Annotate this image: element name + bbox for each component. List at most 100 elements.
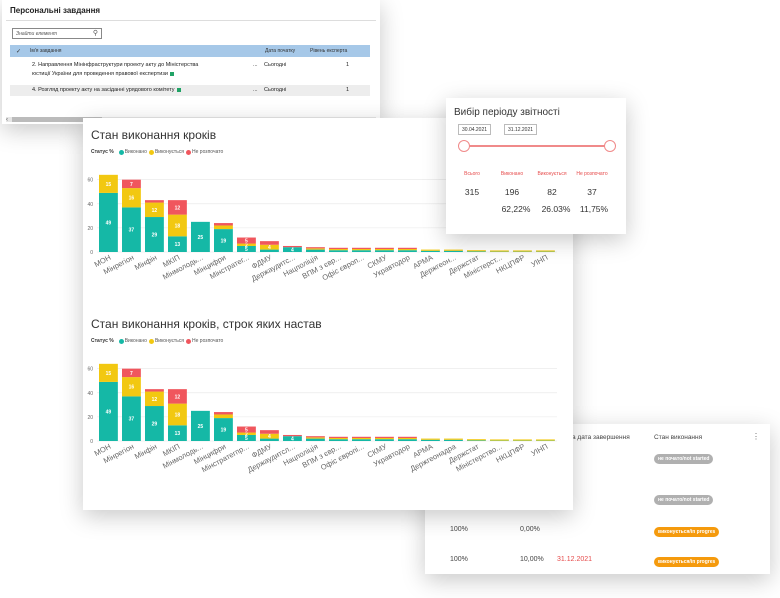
data-label: 5 <box>245 428 248 434</box>
scroll-left-icon[interactable]: ‹ <box>6 117 8 123</box>
bar-segment <box>306 438 325 441</box>
data-label: 2 <box>245 432 248 438</box>
bar-segment <box>122 396 141 441</box>
legend-label: Статус % <box>91 338 114 345</box>
date-from-input[interactable]: 30.04.2021 <box>458 124 492 135</box>
legend-done[interactable]: Виконано <box>124 338 147 344</box>
table-row[interactable]: 2. Направлення Мінінфраструктури проекту… <box>10 62 370 82</box>
bar-segment <box>145 406 164 441</box>
bar-segment <box>260 430 279 434</box>
data-label: 25 <box>198 424 204 430</box>
bar-segment <box>260 241 279 245</box>
chart2-legend: Статус % Виконано Виконується Не розпочато <box>91 338 223 344</box>
bar-segment <box>122 179 141 189</box>
bar-segment <box>99 381 118 441</box>
data-label: 29 <box>152 233 158 239</box>
bar-segment <box>467 250 486 252</box>
bar-segment <box>513 439 532 441</box>
bar-segment <box>145 202 164 218</box>
col-header-end-date[interactable]: ова дата завершення <box>565 434 630 441</box>
bar-segment <box>444 249 463 251</box>
bar-segment <box>329 437 348 440</box>
data-label: 12 <box>152 208 158 214</box>
legend-dot-done <box>118 338 124 344</box>
legend-progress[interactable]: Виконується <box>154 338 185 344</box>
y-tick-label: 60 <box>87 367 93 373</box>
search-icon[interactable]: ⚲ <box>92 30 98 37</box>
x-tick-label: Мінфін <box>133 442 158 461</box>
bar-segment <box>214 229 233 252</box>
bar-segment <box>375 248 394 251</box>
task-date: Сьогодні <box>264 87 287 93</box>
bar-segment <box>237 426 256 433</box>
bar-segment <box>352 247 371 249</box>
data-label: 12 <box>175 394 181 400</box>
bar-segment <box>168 200 187 215</box>
period-slider-track[interactable] <box>464 145 610 147</box>
bar-segment <box>237 237 256 244</box>
status-badge: виконується/in progres <box>654 527 720 537</box>
bar-segment <box>490 250 509 252</box>
bar-segment <box>398 436 417 438</box>
bar-segment <box>99 363 118 382</box>
col-header-date[interactable]: Дата початку <box>265 48 296 54</box>
bar-segment <box>329 248 348 251</box>
data-label: 12 <box>175 205 181 211</box>
legend-notstarted[interactable]: Не розпочато <box>192 338 224 344</box>
more-options-icon[interactable]: ⋮ <box>752 432 760 441</box>
bar-segment <box>375 437 394 440</box>
legend-progress[interactable]: Виконується <box>154 149 185 155</box>
select-all-checkmark-icon[interactable]: ✓ <box>16 49 22 55</box>
bar-segment <box>421 250 440 252</box>
bar-segment <box>329 436 348 438</box>
row-more-icon[interactable]: ... <box>253 62 258 68</box>
bar-segment <box>398 250 417 252</box>
bar-segment <box>214 414 233 419</box>
bar-segment <box>122 207 141 252</box>
legend-dot-progress <box>148 149 154 155</box>
legend-notstarted[interactable]: Не розпочато <box>192 149 224 155</box>
bar-segment <box>214 412 233 415</box>
label-done: Виконано <box>500 171 524 177</box>
bar-segment <box>214 418 233 441</box>
data-label: 4 <box>268 245 271 251</box>
col-header-state[interactable]: Стан виконання <box>654 434 703 441</box>
bar-segment <box>260 249 279 252</box>
bar-segment <box>168 236 187 252</box>
data-label: 29 <box>152 422 158 428</box>
slider-start-handle[interactable] <box>458 140 470 152</box>
data-label: 18 <box>175 412 181 418</box>
slider-end-handle[interactable] <box>604 140 616 152</box>
col-header-level[interactable]: Рівень експерта <box>310 48 348 54</box>
bar-segment <box>421 439 440 441</box>
search-input[interactable]: Знайти елемент ⚲ <box>12 28 102 39</box>
bar-segment <box>352 436 371 438</box>
end-date: 31.12.2021 <box>557 556 593 563</box>
bar-segment <box>490 439 509 441</box>
data-label: 5 <box>245 247 248 253</box>
label-total: Всього <box>464 171 480 177</box>
tasks-title: Персональні завдання <box>10 6 101 15</box>
row-more-icon[interactable]: ... <box>253 87 258 93</box>
period-title: Вибір періоду звітності <box>454 107 560 118</box>
bar-segment <box>398 247 417 249</box>
date-to-input[interactable]: 31.12.2021 <box>504 124 538 135</box>
bar-segment <box>306 248 325 250</box>
col-header-name[interactable]: Ім'я завдання <box>30 48 62 54</box>
bar-segment <box>214 223 233 226</box>
legend-done[interactable]: Виконано <box>124 149 147 155</box>
task-name-line2-text: юстиції України для проведення правової … <box>32 71 168 77</box>
task-level: 1 <box>346 87 350 93</box>
status-square-icon <box>176 87 181 92</box>
label-progress: Виконується <box>537 171 567 177</box>
bar-segment <box>444 250 463 252</box>
bar-segment <box>260 433 279 439</box>
scrollbar-thumb[interactable] <box>12 117 102 122</box>
table-row[interactable]: 4. Розгляд проекту акту на засіданні уря… <box>10 85 370 96</box>
data-label: 37 <box>129 417 135 423</box>
bar-segment <box>122 368 141 378</box>
bar-segment <box>168 389 187 404</box>
data-label: 15 <box>106 182 112 188</box>
bar-segment <box>237 245 256 252</box>
data-label: 49 <box>106 220 112 226</box>
